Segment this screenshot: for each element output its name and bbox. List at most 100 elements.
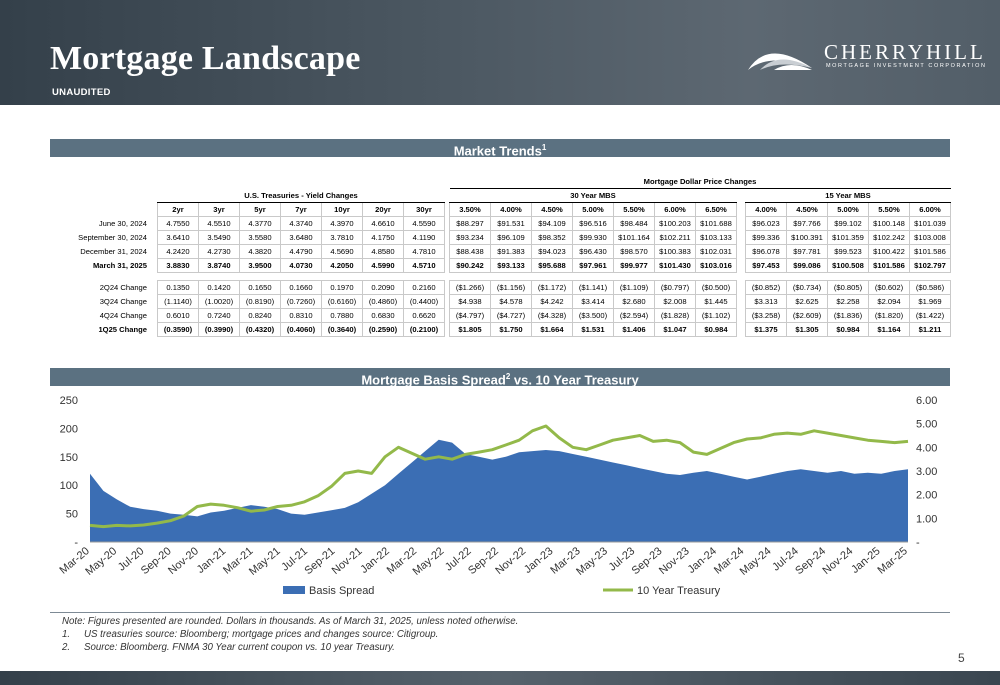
table-row: March 31, 2025 3.8830 3.8740 3.9500 4.0730 4.… xyxy=(56,258,951,273)
ust-value: 4.2420 xyxy=(157,244,199,259)
mbs30-value: $91.383 xyxy=(490,244,532,259)
mbs30-value: $99.977 xyxy=(613,258,655,273)
market-trends-sup: 1 xyxy=(541,143,547,152)
ust-header: U.S. Treasuries - Yield Changes xyxy=(157,188,445,203)
mbs30-value: $103.016 xyxy=(695,258,737,273)
mbs30-value: $1.047 xyxy=(654,322,696,337)
mbs15-value: ($0.734) xyxy=(786,280,828,295)
ust-value: (1.0020) xyxy=(198,294,240,309)
legend-swatch-basis xyxy=(283,586,305,594)
ust-value: 4.2730 xyxy=(198,244,240,259)
legend-label-basis: Basis Spread xyxy=(309,585,374,597)
x-tick-label: Sep-22 xyxy=(466,545,501,577)
row-label: 3Q24 Change xyxy=(99,297,147,306)
ust-value: (0.3590) xyxy=(157,322,199,337)
mbs15-value: $101.359 xyxy=(827,230,869,245)
mbs30-value: $1.750 xyxy=(490,322,532,337)
mbs30-value: $94.023 xyxy=(531,244,573,259)
ust-value: 4.7810 xyxy=(403,244,445,259)
row-label: March 31, 2025 xyxy=(92,261,147,270)
mbs15-value: $99.102 xyxy=(827,216,869,231)
column-header-row: 2yr 3yr 5yr 7yr 10yr 20yr 30yr 3.50% 4.00% 4.50% 5… xyxy=(56,202,951,217)
gap xyxy=(737,217,746,231)
ust-value: 0.6620 xyxy=(403,308,445,323)
ust-col-header: 20yr xyxy=(362,202,404,217)
ust-value: 0.1970 xyxy=(321,280,363,295)
ust-value: 4.1750 xyxy=(362,230,404,245)
ust-value: (0.4400) xyxy=(403,294,445,309)
mbs15-value: $0.984 xyxy=(827,322,869,337)
mbs15-value: $102.797 xyxy=(909,258,951,273)
mbs15-value: $101.039 xyxy=(909,216,951,231)
row-label: 1Q25 Change xyxy=(98,325,147,334)
mbs30-value: $96.430 xyxy=(572,244,614,259)
footnotes: Note: Figures presented are rounded. Dol… xyxy=(62,615,518,654)
table-row: December 31, 2024 4.2420 4.2730 4.3820 4.479… xyxy=(56,244,951,259)
basis-title-suffix: vs. 10 Year Treasury xyxy=(510,372,639,388)
footnote-2-text: Source: Bloomberg. FNMA 30 Year current … xyxy=(84,642,395,653)
ust-value: (0.4320) xyxy=(239,322,281,337)
mbs30-value: $91.531 xyxy=(490,216,532,231)
mbs15-value: $1.211 xyxy=(909,322,951,337)
mbs15-value: $2.625 xyxy=(786,294,828,309)
logo-mark-icon xyxy=(748,53,812,70)
mbs30-value: ($4.328) xyxy=(531,308,573,323)
mbs30-value: $101.688 xyxy=(695,216,737,231)
footnote-divider xyxy=(50,612,950,613)
mbs30-value: $94.109 xyxy=(531,216,573,231)
market-trends-title: Market Trends xyxy=(453,143,542,159)
ust-value: 0.8240 xyxy=(239,308,281,323)
y-left-tick-label: - xyxy=(74,537,78,549)
mbs30-value: $1.531 xyxy=(572,322,614,337)
mbs30-value: $96.516 xyxy=(572,216,614,231)
legend-label-treasury: 10 Year Treasury xyxy=(637,585,721,597)
mbs15-value: $2.258 xyxy=(827,294,869,309)
ust-col-header: 10yr xyxy=(321,202,363,217)
mbs15-value: $1.375 xyxy=(745,322,787,337)
mbs30-value: ($1.828) xyxy=(654,308,696,323)
ust-value: 0.1350 xyxy=(157,280,199,295)
x-tick-label: May-22 xyxy=(411,545,447,578)
mbs15-value: $100.391 xyxy=(786,230,828,245)
x-tick-label: Nov-23 xyxy=(657,545,692,577)
ust-value: 0.2090 xyxy=(362,280,404,295)
y-left-tick-label: 100 xyxy=(60,480,78,492)
y-right-tick-label: 3.00 xyxy=(916,466,937,478)
ust-col-header: 7yr xyxy=(280,202,322,217)
row-label: September 30, 2024 xyxy=(78,233,147,242)
mbs15-value: $100.508 xyxy=(827,258,869,273)
table-row: 4Q24 Change 0.6010 0.7240 0.8240 0.8310 0.788… xyxy=(56,308,951,323)
ust-value: (0.3990) xyxy=(198,322,240,337)
mbs30-value: ($0.797) xyxy=(654,280,696,295)
ust-value: (0.4860) xyxy=(362,294,404,309)
y-right-tick-label: - xyxy=(916,537,920,549)
x-tick-label: Sep-21 xyxy=(302,545,337,577)
mbs15-value: ($0.586) xyxy=(909,280,951,295)
mbs30-value: $1.406 xyxy=(613,322,655,337)
ust-value: 4.6610 xyxy=(362,216,404,231)
ust-value: 0.7240 xyxy=(198,308,240,323)
y-right-tick-label: 2.00 xyxy=(916,490,937,502)
mbs30-value: ($1.141) xyxy=(572,280,614,295)
mbs30-value: $1.664 xyxy=(531,322,573,337)
ust-value: (0.6160) xyxy=(321,294,363,309)
gap xyxy=(737,295,746,309)
y-right-tick-label: 1.00 xyxy=(916,513,937,525)
mbs30-value: ($2.594) xyxy=(613,308,655,323)
mbs15-value: ($1.820) xyxy=(868,308,910,323)
ust-value: 3.9500 xyxy=(239,258,281,273)
row-label: 4Q24 Change xyxy=(99,311,147,320)
mbs30-value: $103.133 xyxy=(695,230,737,245)
mbs15-value: $1.305 xyxy=(786,322,828,337)
mbs15-value: $100.148 xyxy=(868,216,910,231)
mbs30-value: $4.242 xyxy=(531,294,573,309)
mbs15-value: ($3.258) xyxy=(745,308,787,323)
mbs30-col-header: 6.50% xyxy=(695,202,737,217)
ust-value: 4.5710 xyxy=(403,258,445,273)
ust-value: 3.6410 xyxy=(157,230,199,245)
mbs30-value: ($1.156) xyxy=(490,280,532,295)
mbs30-value: $98.484 xyxy=(613,216,655,231)
y-right-tick-label: 6.00 xyxy=(916,395,937,407)
x-tick-label: May-23 xyxy=(574,545,610,578)
mbs30-value: $98.570 xyxy=(613,244,655,259)
